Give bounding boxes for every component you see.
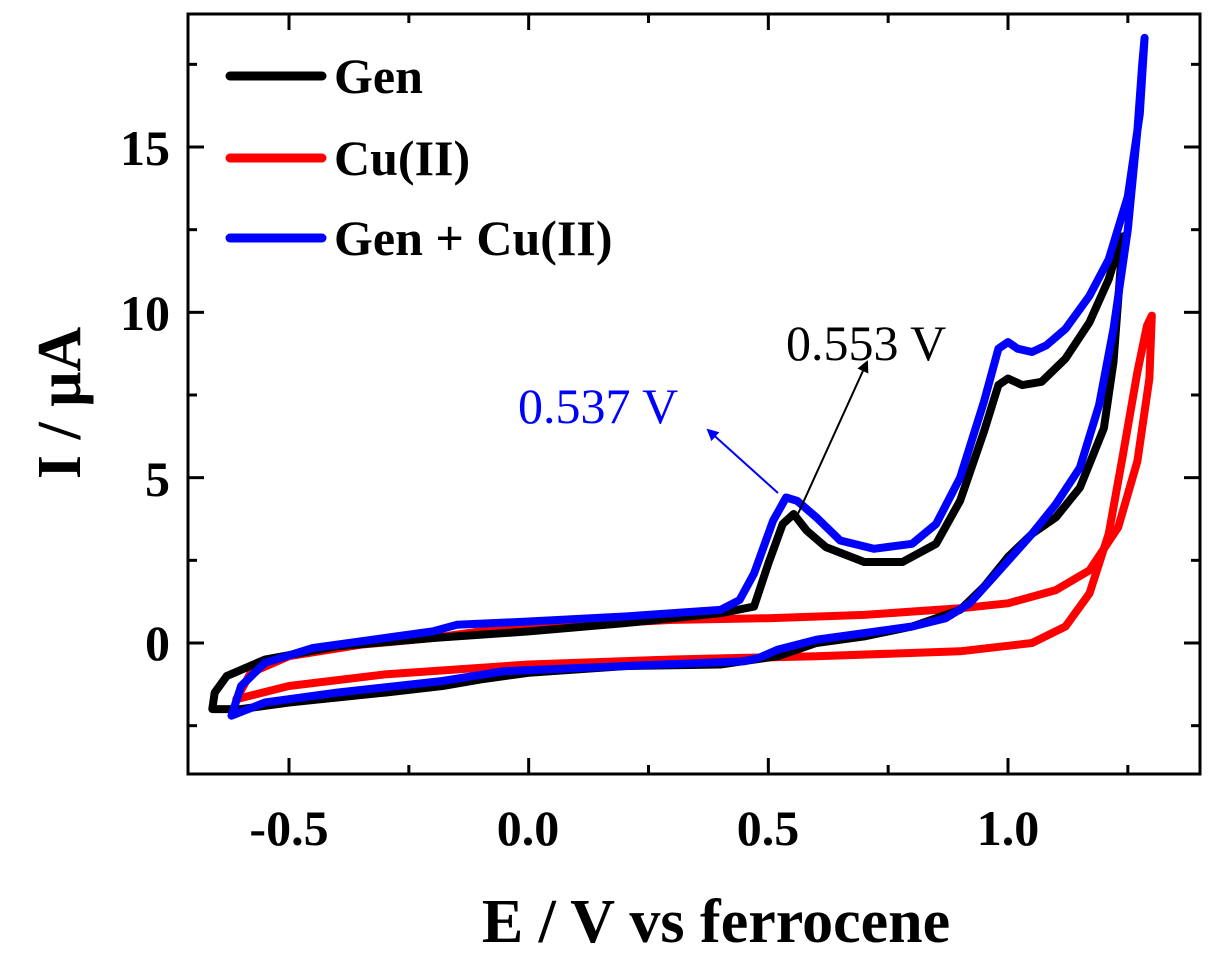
y-tick-label: 5 — [145, 451, 170, 507]
y-tick-label: 10 — [120, 285, 170, 341]
annotation-label-0553: 0.553 V — [786, 315, 946, 371]
series-line-gen-cu-ii — [227, 33, 1149, 720]
legend-item-gen: Gen — [225, 48, 423, 104]
legend: Gen Cu(II) Gen + Cu(II) — [225, 48, 613, 266]
x-tick-label: 1.0 — [977, 800, 1040, 856]
annotation-0553: 0.553 V — [786, 315, 946, 517]
x-tick-label: -0.5 — [249, 800, 328, 856]
y-tick-label: 0 — [145, 615, 170, 671]
x-tick-label: 0.5 — [737, 800, 800, 856]
legend-item-cu: Cu(II) — [225, 130, 470, 186]
legend-label-cu: Cu(II) — [334, 130, 470, 186]
annotation-arrow-0537 — [706, 428, 779, 494]
legend-label-gen: Gen — [334, 48, 423, 104]
annotation-0537: 0.537 V — [518, 378, 779, 494]
y-tick-label: 15 — [120, 120, 170, 176]
y-tick-labels: 0 5 10 15 — [120, 120, 170, 671]
x-tick-label: 0.0 — [497, 800, 560, 856]
annotation-label-0537: 0.537 V — [518, 378, 678, 434]
legend-item-gen-cu: Gen + Cu(II) — [225, 210, 613, 266]
x-axis-title: E / V vs ferrocene — [482, 888, 950, 956]
series-group — [208, 33, 1156, 720]
legend-label-gen-cu: Gen + Cu(II) — [334, 210, 613, 266]
y-axis-title: I / μA — [26, 327, 94, 480]
annotation-arrow-0553 — [796, 360, 869, 517]
plot-frame — [186, 12, 1202, 776]
x-tick-labels: -0.5 0.0 0.5 1.0 — [249, 800, 1039, 856]
series-line-gen — [208, 232, 1127, 714]
